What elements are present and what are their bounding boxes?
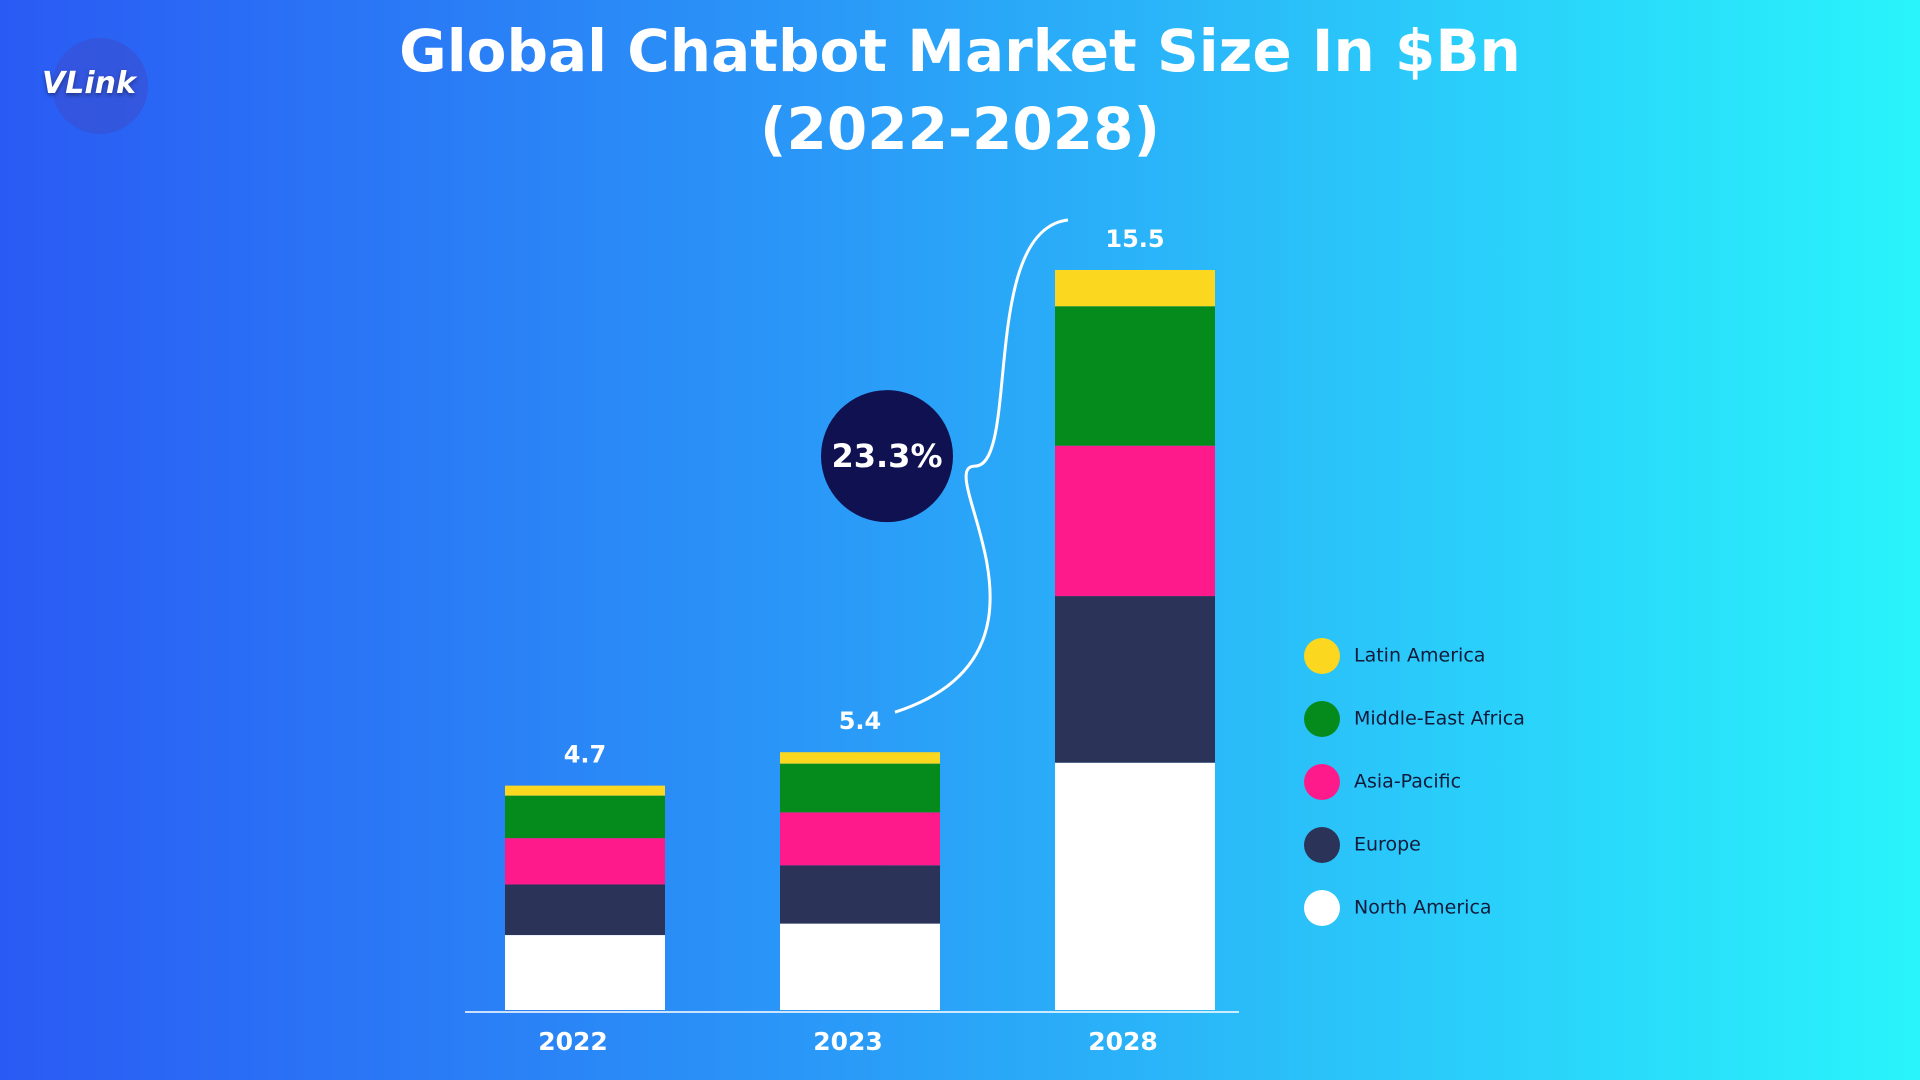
legend-swatch: [1304, 638, 1340, 674]
legend-label: Latin America: [1354, 645, 1485, 667]
total-label: 5.4: [839, 707, 882, 735]
legend-swatch: [1304, 764, 1340, 800]
legend-swatch: [1304, 890, 1340, 926]
bar-segment: [505, 935, 665, 1010]
bar-segment: [780, 763, 940, 813]
cagr-label: 23.3%: [831, 437, 942, 475]
x-tick-label: 2028: [1088, 1027, 1158, 1056]
legend-swatch: [1304, 827, 1340, 863]
bar-segment: [505, 884, 665, 936]
bar-segment: [780, 752, 940, 764]
bar-segment: [505, 785, 665, 796]
bar-segment: [1055, 596, 1215, 763]
bar-segment: [505, 795, 665, 839]
legend-label: North America: [1354, 897, 1492, 919]
total-label: 4.7: [564, 741, 607, 769]
legend-label: Asia-Pacific: [1354, 771, 1461, 793]
bar-segment: [1055, 306, 1215, 446]
bar-segment: [780, 865, 940, 924]
cagr-bubble: [821, 390, 953, 523]
legend-label: Europe: [1354, 834, 1421, 856]
bar-segment: [1055, 445, 1215, 597]
bar-segment: [1055, 270, 1215, 307]
logo-globe: [52, 38, 148, 134]
growth-curve: [894, 218, 1069, 714]
bar-segment: [780, 923, 940, 1010]
bar-segment: [780, 812, 940, 866]
total-label: 15.5: [1105, 225, 1164, 253]
bar-segment: [505, 838, 665, 885]
legend-swatch: [1304, 701, 1340, 737]
x-tick-label: 2022: [538, 1027, 608, 1056]
x-tick-label: 2023: [813, 1027, 883, 1056]
legend-label: Middle-East Africa: [1354, 708, 1525, 730]
logo: VLink: [42, 66, 136, 101]
chart-title: Global Chatbot Market Size In $Bn (2022-…: [399, 17, 1521, 163]
bar-segment: [1055, 762, 1215, 1010]
